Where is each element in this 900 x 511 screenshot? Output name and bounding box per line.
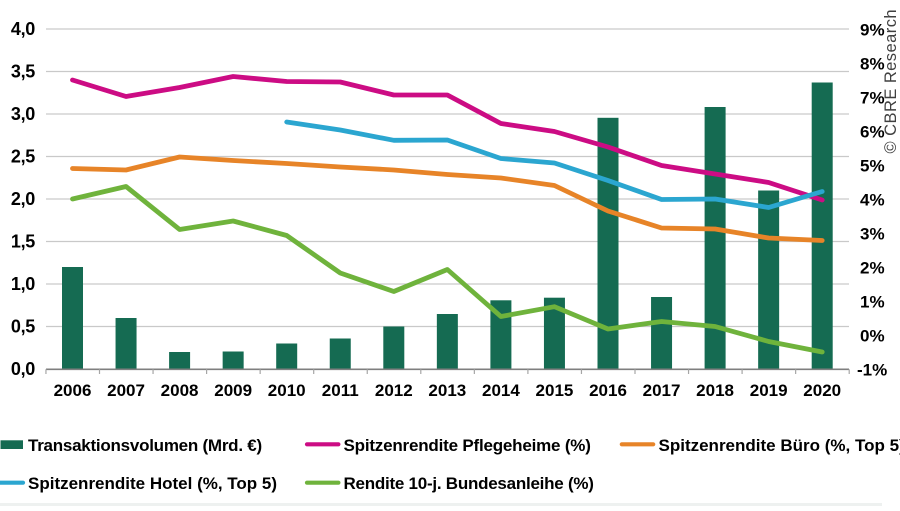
svg-text:2017: 2017 <box>643 381 681 400</box>
svg-text:-1%: -1% <box>857 360 887 379</box>
svg-text:2%: 2% <box>860 258 885 277</box>
svg-text:Spitzenrendite Hotel (%, Top 5: Spitzenrendite Hotel (%, Top 5) <box>28 474 277 493</box>
svg-text:1%: 1% <box>860 292 885 311</box>
svg-text:4,0: 4,0 <box>11 19 35 39</box>
svg-text:2011: 2011 <box>322 381 359 400</box>
svg-text:2,0: 2,0 <box>11 189 35 209</box>
svg-text:2014: 2014 <box>482 381 520 400</box>
svg-text:2012: 2012 <box>375 381 413 400</box>
svg-text:8%: 8% <box>860 54 885 73</box>
svg-text:2015: 2015 <box>536 381 574 400</box>
svg-text:3,0: 3,0 <box>11 104 35 124</box>
svg-text:3%: 3% <box>860 224 885 243</box>
svg-text:Spitzenrendite Pflegeheime (%): Spitzenrendite Pflegeheime (%) <box>344 436 591 455</box>
svg-text:2,5: 2,5 <box>11 147 35 167</box>
svg-text:0,5: 0,5 <box>11 317 35 337</box>
svg-text:Transaktionsvolumen (Mrd. €): Transaktionsvolumen (Mrd. €) <box>28 436 262 455</box>
svg-text:2007: 2007 <box>107 381 145 400</box>
svg-text:4%: 4% <box>860 190 885 209</box>
svg-text:2008: 2008 <box>161 381 199 400</box>
svg-text:2013: 2013 <box>428 381 466 400</box>
svg-text:7%: 7% <box>860 88 885 107</box>
svg-text:1,5: 1,5 <box>11 232 35 252</box>
svg-text:2018: 2018 <box>696 381 734 400</box>
svg-text:© CBRE Research: © CBRE Research <box>882 9 900 154</box>
svg-text:6%: 6% <box>860 122 885 141</box>
svg-text:2016: 2016 <box>589 381 627 400</box>
svg-text:3,5: 3,5 <box>11 62 35 82</box>
svg-text:Rendite 10-j. Bundesanleihe (%: Rendite 10-j. Bundesanleihe (%) <box>344 474 594 493</box>
svg-text:1,0: 1,0 <box>11 274 35 294</box>
svg-text:0,0: 0,0 <box>11 359 35 379</box>
svg-text:Spitzenrendite Büro (%, Top 5): Spitzenrendite Büro (%, Top 5) <box>659 436 900 455</box>
svg-text:0%: 0% <box>860 326 885 345</box>
svg-text:2009: 2009 <box>214 381 252 400</box>
svg-text:5%: 5% <box>860 156 885 175</box>
svg-text:9%: 9% <box>860 20 885 39</box>
svg-text:2010: 2010 <box>268 381 306 400</box>
svg-text:2006: 2006 <box>54 381 92 400</box>
svg-text:2019: 2019 <box>750 381 788 400</box>
svg-text:2020: 2020 <box>803 381 841 400</box>
